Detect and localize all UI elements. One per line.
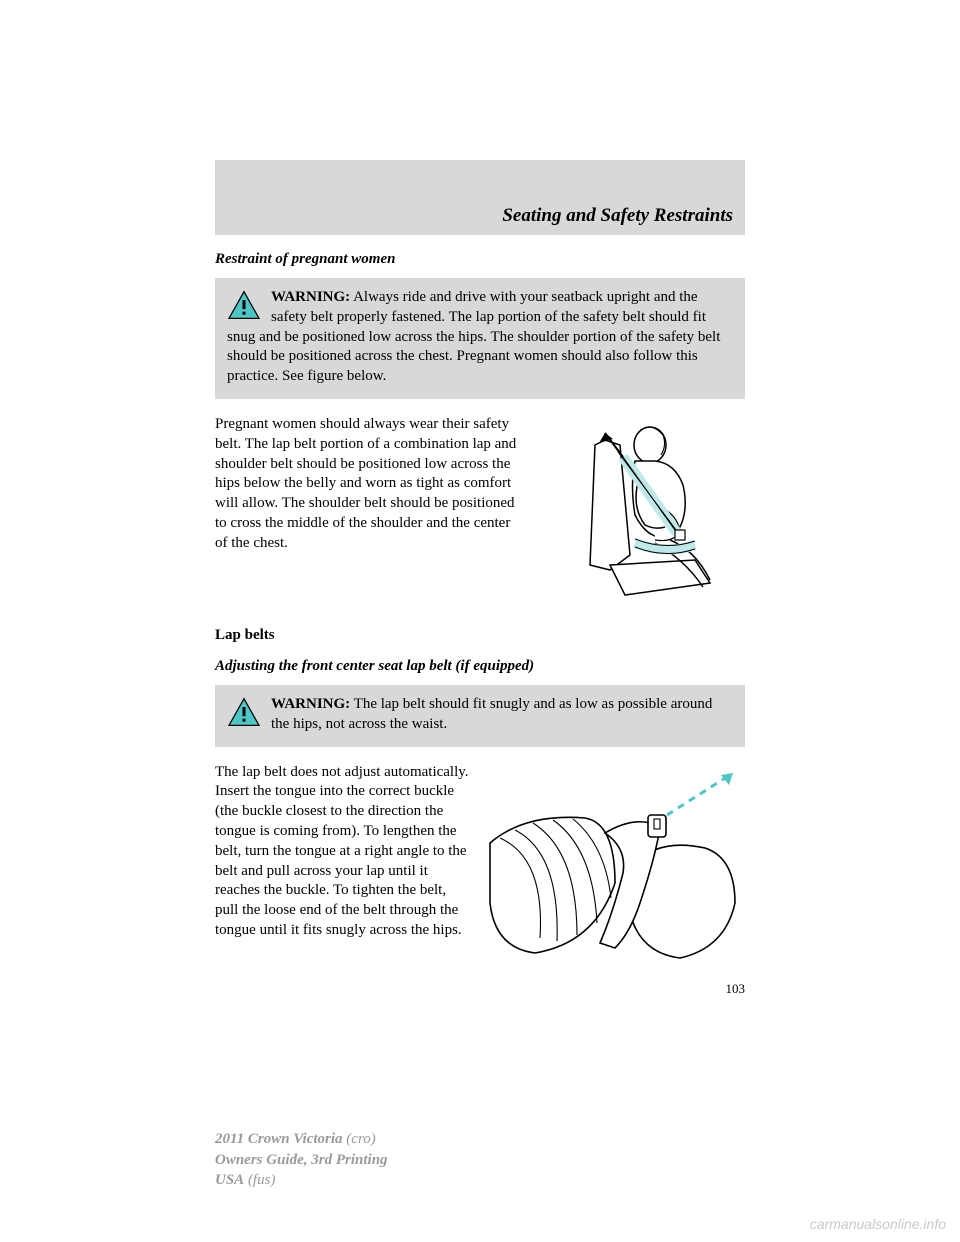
footer-book-title: 2011 Crown Victoria — [215, 1131, 343, 1147]
footer: 2011 Crown Victoria (cro) Owners Guide, … — [215, 1129, 388, 1190]
warning-box-2: WARNING: The lap belt should fit snugly … — [215, 685, 745, 747]
footer-line-1: 2011 Crown Victoria (cro) — [215, 1129, 388, 1149]
body-text-lap-belt: The lap belt does not adjust automatical… — [215, 763, 469, 963]
footer-code-2: (fus) — [244, 1172, 275, 1188]
footer-usa: USA — [215, 1172, 244, 1188]
heading-lap-belts: Lap belts — [215, 627, 745, 644]
footer-line-2: Owners Guide, 3rd Printing — [215, 1150, 388, 1170]
warning-triangle-icon — [227, 697, 261, 727]
section-title: Seating and Safety Restraints — [502, 205, 733, 227]
illustration-pregnant-woman — [535, 415, 745, 605]
body-block-2: The lap belt does not adjust automatical… — [215, 763, 745, 963]
body-text-pregnant: Pregnant women should always wear their … — [215, 415, 519, 605]
subheading-adjusting-lap-belt: Adjusting the front center seat lap belt… — [215, 658, 745, 675]
warning-triangle-icon — [227, 290, 261, 320]
body-block-1: Pregnant women should always wear their … — [215, 415, 745, 605]
warning-label-1: WARNING: — [271, 289, 350, 305]
footer-code-1: (cro) — [343, 1131, 376, 1147]
header-bar: Seating and Safety Restraints — [215, 160, 745, 235]
page-content: Seating and Safety Restraints Restraint … — [215, 160, 745, 997]
watermark: carmanualsonline.info — [810, 1216, 946, 1232]
warning-label-2: WARNING: — [271, 696, 350, 712]
subheading-restraint-pregnant: Restraint of pregnant women — [215, 251, 745, 268]
page-number: 103 — [215, 981, 745, 997]
illustration-lap-belt — [485, 763, 745, 963]
warning-box-1: WARNING: Always ride and drive with your… — [215, 278, 745, 399]
footer-line-3: USA (fus) — [215, 1170, 388, 1190]
